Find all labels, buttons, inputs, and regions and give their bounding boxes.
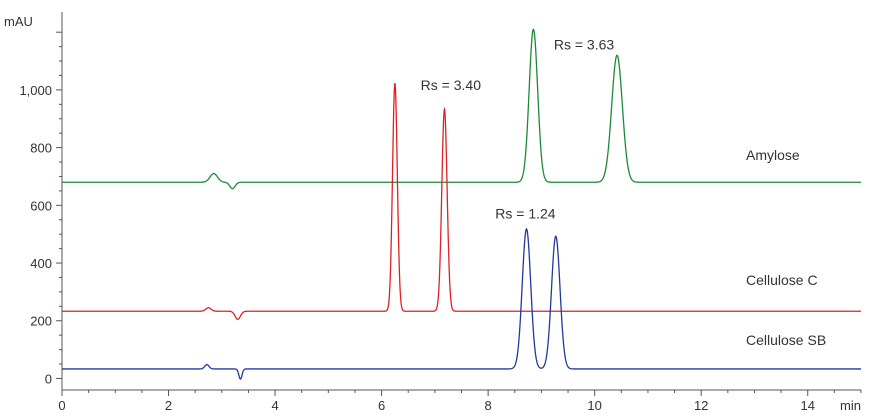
y-axis-label: mAU: [4, 14, 33, 29]
series-lines: [62, 28, 861, 380]
x-tick-label: 12: [694, 398, 708, 413]
rs-annotation: Rs = 3.63: [554, 37, 615, 53]
series-label-cellulose-c: Cellulose C: [746, 272, 818, 288]
x-tick-label: 8: [485, 398, 492, 413]
x-tick-label: 2: [165, 398, 172, 413]
y-tick-label: 1,000: [19, 83, 52, 98]
rs-annotation: Rs = 1.24: [495, 205, 556, 221]
y-tick-label: 0: [45, 371, 52, 386]
y-ticks: 0 200 400 600 800 1,000: [19, 31, 62, 386]
series-labels: Amylose Cellulose C Cellulose SB: [746, 147, 826, 348]
series-line-cellulose-c: [62, 83, 861, 320]
series-label-amylose: Amylose: [746, 147, 800, 163]
x-tick-label: 10: [587, 398, 601, 413]
y-tick-label: 800: [30, 141, 52, 156]
annotations: Rs = 3.40 Rs = 3.63 Rs = 1.24: [421, 37, 615, 222]
x-tick-label: 6: [378, 398, 385, 413]
x-ticks: 0 2 4 6 8 10 12 14: [58, 390, 862, 413]
rs-annotation: Rs = 3.40: [421, 77, 482, 93]
series-label-cellulose-sb: Cellulose SB: [746, 332, 826, 348]
axes: 0 2 4 6 8 10 12 14 0 200 400 600 800 1,000 mAU min: [4, 12, 862, 413]
y-tick-label: 400: [30, 256, 52, 271]
series-line-cellulose-sb: [62, 228, 861, 380]
y-tick-label: 200: [30, 314, 52, 329]
x-tick-label: 14: [800, 398, 814, 413]
x-axis-label: min: [840, 398, 861, 413]
series-line-amylose: [62, 28, 861, 190]
x-tick-label: 0: [58, 398, 65, 413]
x-tick-label: 4: [271, 398, 278, 413]
y-tick-label: 600: [30, 198, 52, 213]
